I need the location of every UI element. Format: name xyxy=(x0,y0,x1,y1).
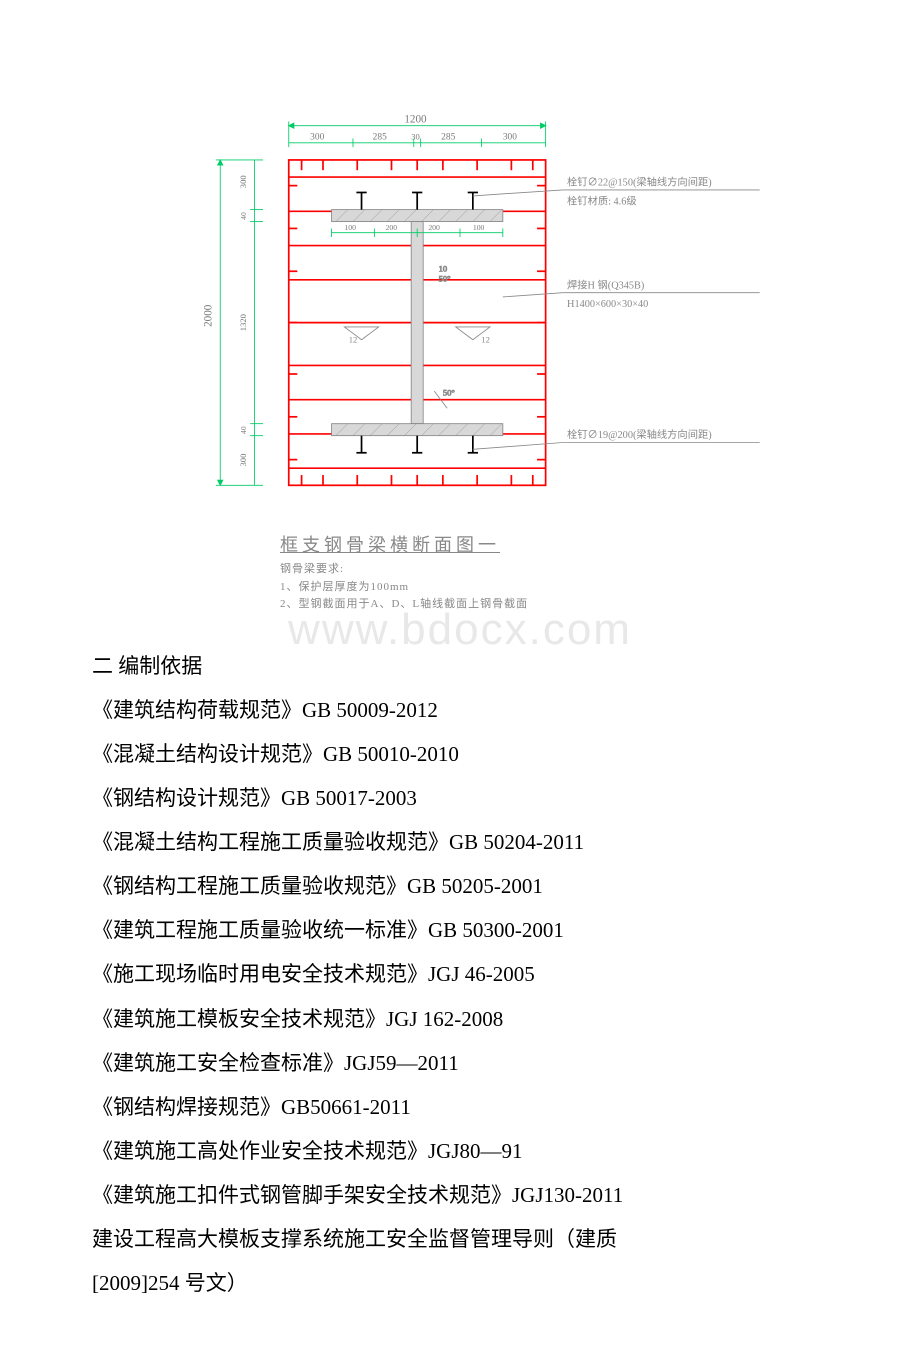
dim-top-overall: 1200 xyxy=(404,113,427,125)
callout-hsteel-size: H1400×600×30×40 xyxy=(567,299,648,310)
dim-left-seg: 1320 xyxy=(238,314,248,331)
ref-last-line2: [2009]254 号文） xyxy=(50,1261,890,1305)
angle-label: 10 xyxy=(439,263,448,273)
thickness-label: 12 xyxy=(349,334,358,344)
dim-left-seg: 300 xyxy=(238,454,248,467)
dim-inner: 200 xyxy=(428,223,440,232)
dim-left-seg: 300 xyxy=(238,175,248,188)
dim-inner: 100 xyxy=(344,223,356,232)
callout-stud-top: 栓钉∅22@150(梁轴线方向间距) xyxy=(567,176,712,189)
ref-item: 《混凝土结构工程施工质量验收规范》GB 50204-2011 xyxy=(50,820,890,864)
callout-stud-material: 栓钉材质: 4.6级 xyxy=(567,194,637,207)
dim-top-seg: 30 xyxy=(411,131,420,141)
dim-inner: 200 xyxy=(386,223,398,232)
ref-item: 《钢结构工程施工质量验收规范》GB 50205-2001 xyxy=(50,864,890,908)
angle-label: 50° xyxy=(439,274,451,284)
ref-item: 《建筑施工安全检查标准》JGJ59—2011 xyxy=(50,1041,890,1085)
dim-top-seg: 300 xyxy=(503,132,517,142)
ref-item: 《建筑施工模板安全技术规范》JGJ 162-2008 xyxy=(50,997,890,1041)
caption-note2: 2、型钢截面用于A、D、L轴线截面上钢骨截面 xyxy=(280,596,760,614)
cross-section-diagram: 10 50° 50° 12 12 1200 300 285 30 285 300… xyxy=(160,100,760,511)
dim-left-overall: 2000 xyxy=(203,304,215,327)
angle-label: 50° xyxy=(443,387,455,397)
dim-left-seg: 40 xyxy=(239,426,248,434)
caption-note1: 1、保护层厚度为100mm xyxy=(280,579,760,597)
ref-item: 《钢结构设计规范》GB 50017-2003 xyxy=(50,776,890,820)
thickness-label: 12 xyxy=(481,334,490,344)
dim-top-seg: 285 xyxy=(373,132,387,142)
caption-subhead: 钢骨梁要求: xyxy=(280,561,760,579)
diagram-caption: 框支钢骨梁横断面图一 钢骨梁要求: 1、保护层厚度为100mm 2、型钢截面用于… xyxy=(160,531,760,614)
ref-item: 《建筑工程施工质量验收统一标准》GB 50300-2001 xyxy=(50,908,890,952)
ref-item: 《建筑结构荷载规范》GB 50009-2012 xyxy=(50,688,890,732)
diagram-svg: 10 50° 50° 12 12 1200 300 285 30 285 300… xyxy=(160,100,760,511)
callout-hsteel: 焊接H 钢(Q345B) xyxy=(567,278,644,291)
ref-item: 《钢结构焊接规范》GB50661-2011 xyxy=(50,1085,890,1129)
section-title: 二 编制依据 xyxy=(50,644,890,688)
ref-item: 《建筑施工扣件式钢管脚手架安全技术规范》JGJ130-2011 xyxy=(50,1173,890,1217)
dim-top-seg: 285 xyxy=(441,132,455,142)
caption-title: 框支钢骨梁横断面图一 xyxy=(280,531,760,561)
ref-item: 《混凝土结构设计规范》GB 50010-2010 xyxy=(50,732,890,776)
ref-last-line1: 建设工程高大模板支撑系统施工安全监督管理导则（建质 xyxy=(50,1217,890,1261)
callout-stud-bottom: 栓钉∅19@200(梁轴线方向间距) xyxy=(567,428,712,441)
dim-inner: 100 xyxy=(473,223,485,232)
dim-left-seg: 40 xyxy=(239,212,248,220)
ref-item: 《施工现场临时用电安全技术规范》JGJ 46-2005 xyxy=(50,952,890,996)
dim-top-seg: 300 xyxy=(310,132,324,142)
ref-item: 《建筑施工高处作业安全技术规范》JGJ80—91 xyxy=(50,1129,890,1173)
body-text: 二 编制依据 《建筑结构荷载规范》GB 50009-2012 《混凝土结构设计规… xyxy=(30,644,890,1305)
